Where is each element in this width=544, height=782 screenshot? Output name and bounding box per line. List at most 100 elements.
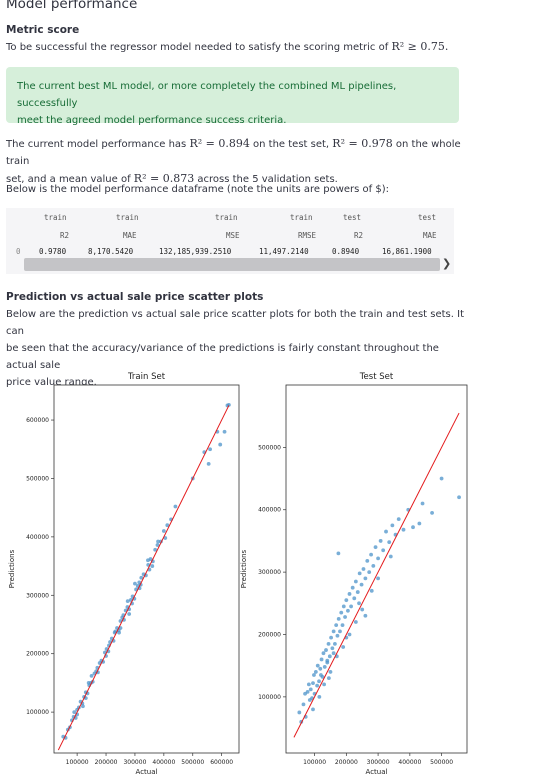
dataframe-scrollbar[interactable] <box>24 258 440 271</box>
data-point <box>332 651 336 655</box>
data-point <box>322 682 326 686</box>
data-point <box>457 495 461 499</box>
data-point <box>336 552 340 556</box>
y-tick-label: 500000 <box>26 475 49 482</box>
data-point <box>314 670 318 674</box>
data-point <box>90 674 94 678</box>
data-point <box>346 609 350 613</box>
data-point <box>374 545 378 549</box>
test-scatter-chart: Test Set 100000 200000 300000 400000 500000 10… <box>240 372 467 776</box>
data-point <box>72 710 76 714</box>
scatter-line-1: Below are the prediction vs actual sale … <box>6 306 472 340</box>
data-point <box>402 528 406 532</box>
data-point <box>381 548 385 552</box>
y-tick-label: 300000 <box>258 569 281 576</box>
data-point <box>367 570 371 574</box>
scatter-plots-figure: Train Set100000 200000 300000 400000 500000 6… <box>0 360 544 782</box>
col-top-2: train <box>215 213 238 222</box>
data-point <box>315 684 319 688</box>
col-top-0: train <box>44 213 67 222</box>
data-point <box>384 530 388 534</box>
data-point <box>317 679 321 683</box>
data-point <box>332 629 336 633</box>
y-tick-label: 100000 <box>26 709 49 716</box>
data-point <box>117 631 121 635</box>
data-point <box>150 564 154 568</box>
data-point <box>311 681 315 685</box>
data-point <box>174 505 178 509</box>
y-axis-label: Predictions <box>8 549 16 588</box>
data-point <box>207 462 211 466</box>
data-point <box>309 687 313 691</box>
cell-test-r2: 0.8940 <box>332 247 359 256</box>
col-bottom-1: MAE <box>123 231 137 240</box>
data-point <box>322 651 326 655</box>
x-tick-label: 300000 <box>367 759 390 766</box>
x-axis-label: Actual <box>136 768 158 776</box>
data-point <box>430 511 434 515</box>
y-axis-label: Predictions <box>240 549 248 588</box>
data-point <box>338 629 342 633</box>
y-tick-label: 600000 <box>26 417 49 424</box>
data-point <box>319 673 323 677</box>
perf-line1-b: on the test set, <box>253 139 329 150</box>
page-title: Model performance <box>6 0 137 12</box>
data-point <box>325 661 329 665</box>
data-point <box>356 590 360 594</box>
data-point <box>133 582 137 586</box>
data-point <box>341 645 345 649</box>
data-point <box>162 529 166 533</box>
data-point <box>324 648 328 652</box>
data-point <box>358 571 362 575</box>
data-point <box>311 707 315 711</box>
data-point <box>307 682 311 686</box>
data-point <box>354 580 358 584</box>
success-line-2: meet the agreed model performance succes… <box>17 112 459 129</box>
data-point <box>349 605 353 609</box>
metric-formula: R² ≥ 0.75. <box>391 40 448 53</box>
data-point <box>348 592 352 596</box>
scroll-right-icon[interactable]: ❯ <box>442 257 451 270</box>
data-point <box>360 608 364 612</box>
x-tick-label: 300000 <box>123 759 146 766</box>
data-point <box>369 553 373 557</box>
data-point <box>342 605 346 609</box>
perf-line1-m1: R² = 0.894 <box>189 137 249 150</box>
success-line-1: The current best ML model, or more compl… <box>17 78 459 112</box>
data-point <box>306 690 310 694</box>
cell-test-mae: 16,861.1900 <box>382 247 432 256</box>
train-scatter-chart: Train Set 100000 200000 300000 400000 500000 6… <box>8 372 239 776</box>
data-point <box>376 576 380 580</box>
y-tick-label: 400000 <box>258 507 281 514</box>
data-point <box>348 633 352 637</box>
data-point <box>336 634 340 638</box>
x-tick-label: 500000 <box>430 759 453 766</box>
data-point <box>208 447 212 451</box>
data-point <box>343 615 347 619</box>
x-tick-label: 100000 <box>66 759 89 766</box>
data-point <box>327 676 331 680</box>
data-point <box>440 477 444 481</box>
cell-train-mae: 8,170.5420 <box>88 247 133 256</box>
col-top-3: train <box>290 213 313 222</box>
data-point <box>87 681 91 685</box>
data-point <box>390 523 394 527</box>
data-point <box>320 658 324 662</box>
data-point <box>341 623 345 627</box>
col-bottom-0: R2 <box>60 231 69 240</box>
col-bottom-5: MAE <box>423 231 437 240</box>
y-tick-label: 200000 <box>26 651 49 658</box>
y-tick-label: 400000 <box>26 534 49 541</box>
data-point <box>146 558 150 562</box>
data-point <box>360 583 364 587</box>
data-point <box>362 567 366 571</box>
data-point <box>421 502 425 506</box>
x-tick-label: 500000 <box>181 759 204 766</box>
metric-text-body: To be successful the regressor model nee… <box>6 42 388 53</box>
data-point <box>365 559 369 563</box>
data-point <box>297 711 301 715</box>
x-tick-label: 100000 <box>303 759 326 766</box>
metric-text: To be successful the regressor model nee… <box>6 38 472 56</box>
data-point <box>397 517 401 521</box>
data-point <box>389 555 393 559</box>
